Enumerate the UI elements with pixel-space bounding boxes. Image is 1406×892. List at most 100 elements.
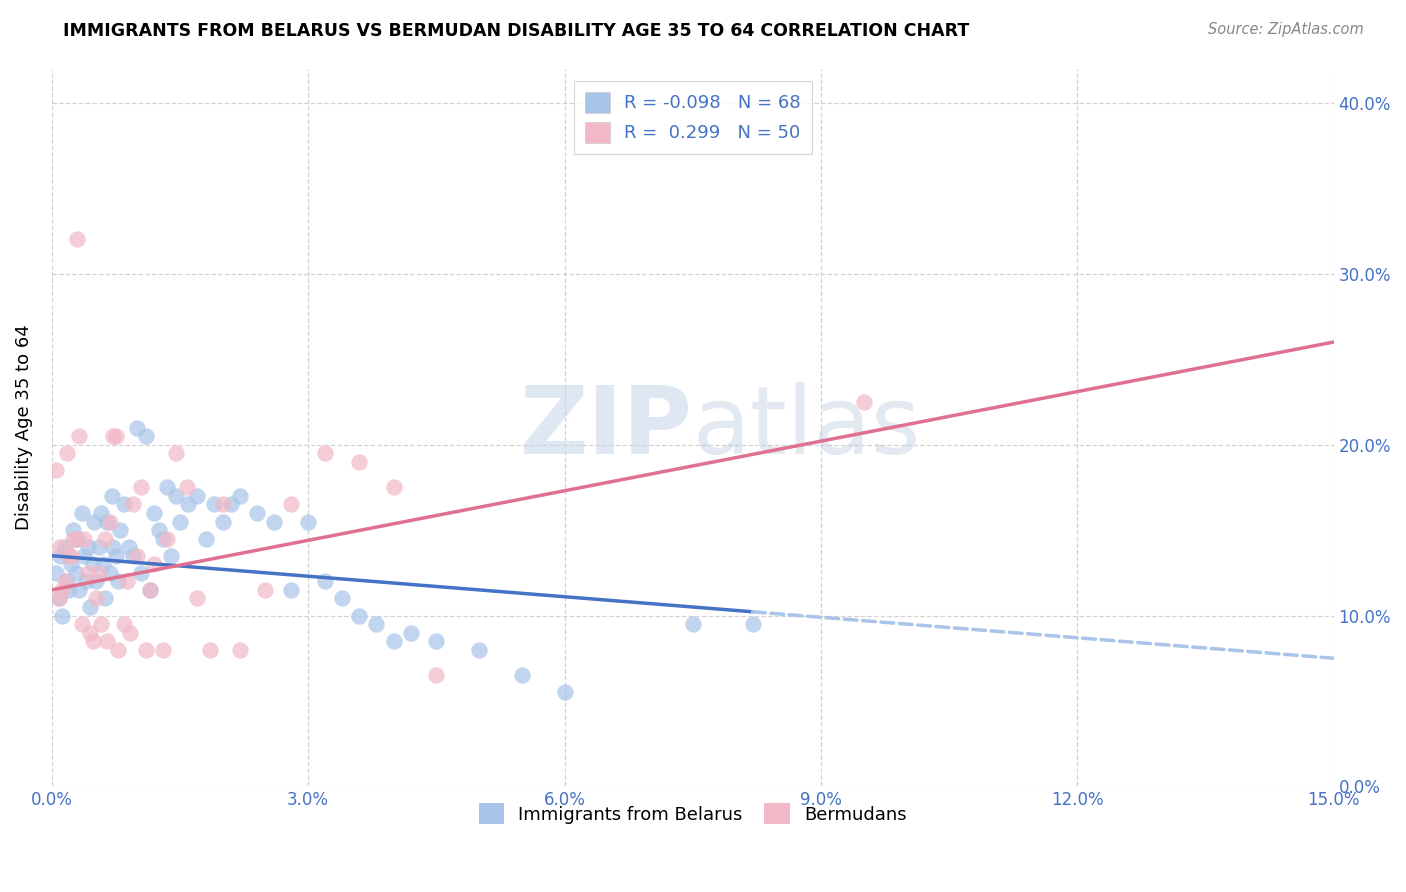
- Point: [122, 549, 145, 563]
- Point: [49, 549, 72, 563]
- Point: [76, 540, 98, 554]
- Point: [314, 574, 336, 589]
- Point: [53, 540, 76, 554]
- Point: [91, 558, 114, 572]
- Point: [139, 582, 162, 597]
- Point: [143, 506, 166, 520]
- Point: [73, 532, 96, 546]
- Point: [62, 532, 84, 546]
- Point: [177, 497, 200, 511]
- Point: [98, 566, 121, 580]
- Point: [90, 617, 112, 632]
- Point: [382, 634, 405, 648]
- Point: [169, 515, 191, 529]
- Point: [103, 429, 125, 443]
- Point: [176, 480, 198, 494]
- Point: [59, 558, 82, 572]
- Point: [51, 582, 73, 597]
- Text: atlas: atlas: [693, 382, 921, 474]
- Point: [112, 497, 135, 511]
- Point: [51, 608, 73, 623]
- Point: [682, 617, 704, 632]
- Point: [156, 532, 179, 546]
- Point: [84, 591, 107, 606]
- Point: [852, 395, 875, 409]
- Point: [229, 642, 252, 657]
- Point: [135, 429, 157, 443]
- Point: [87, 540, 110, 554]
- Point: [148, 523, 170, 537]
- Point: [425, 668, 447, 682]
- Point: [115, 574, 138, 589]
- Point: [468, 642, 491, 657]
- Point: [349, 608, 371, 623]
- Point: [79, 599, 101, 614]
- Point: [67, 429, 90, 443]
- Point: [70, 617, 93, 632]
- Point: [108, 523, 131, 537]
- Point: [103, 540, 125, 554]
- Point: [219, 497, 242, 511]
- Point: [70, 506, 93, 520]
- Point: [127, 549, 149, 563]
- Point: [139, 582, 162, 597]
- Point: [84, 574, 107, 589]
- Point: [553, 685, 575, 699]
- Point: [45, 566, 67, 580]
- Point: [56, 574, 79, 589]
- Point: [58, 549, 80, 563]
- Point: [741, 617, 763, 632]
- Point: [93, 532, 115, 546]
- Point: [297, 515, 319, 529]
- Point: [118, 540, 141, 554]
- Point: [90, 506, 112, 520]
- Point: [160, 549, 183, 563]
- Text: ZIP: ZIP: [520, 382, 693, 474]
- Point: [65, 566, 87, 580]
- Point: [330, 591, 353, 606]
- Text: Source: ZipAtlas.com: Source: ZipAtlas.com: [1208, 22, 1364, 37]
- Point: [186, 489, 208, 503]
- Point: [58, 582, 80, 597]
- Point: [314, 446, 336, 460]
- Point: [152, 532, 174, 546]
- Point: [53, 574, 76, 589]
- Point: [96, 634, 118, 648]
- Point: [112, 617, 135, 632]
- Point: [165, 446, 187, 460]
- Point: [67, 582, 90, 597]
- Point: [263, 515, 285, 529]
- Point: [280, 582, 302, 597]
- Point: [156, 480, 179, 494]
- Point: [96, 515, 118, 529]
- Point: [131, 480, 153, 494]
- Point: [82, 634, 104, 648]
- Point: [73, 549, 96, 563]
- Point: [83, 515, 105, 529]
- Point: [79, 625, 101, 640]
- Point: [425, 634, 447, 648]
- Point: [82, 558, 104, 572]
- Point: [48, 591, 70, 606]
- Point: [165, 489, 187, 503]
- Point: [66, 232, 89, 246]
- Point: [120, 625, 142, 640]
- Point: [349, 455, 371, 469]
- Point: [93, 591, 115, 606]
- Point: [143, 558, 166, 572]
- Point: [104, 429, 127, 443]
- Point: [280, 497, 302, 511]
- Point: [211, 497, 233, 511]
- Point: [254, 582, 277, 597]
- Point: [186, 591, 208, 606]
- Point: [48, 591, 70, 606]
- Point: [194, 532, 217, 546]
- Point: [75, 574, 97, 589]
- Point: [100, 489, 122, 503]
- Point: [135, 642, 157, 657]
- Point: [246, 506, 269, 520]
- Legend: Immigrants from Belarus, Bermudans: Immigrants from Belarus, Bermudans: [468, 792, 918, 835]
- Point: [366, 617, 388, 632]
- Point: [131, 566, 153, 580]
- Point: [87, 566, 110, 580]
